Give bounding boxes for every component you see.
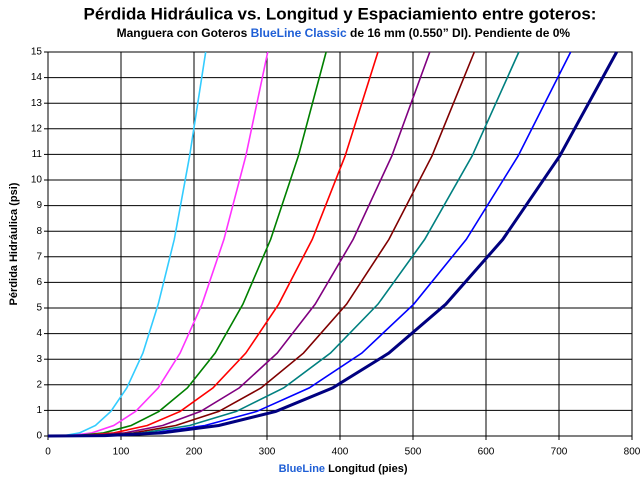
subtitle-part: BlueLine Classic <box>251 26 347 40</box>
y-tick-label: 12 <box>31 123 43 134</box>
subtitle-part: de 16 mm (0.550” DI). Pendiente de 0% <box>347 26 571 40</box>
series-line <box>47 51 207 437</box>
x-tick-label: 200 <box>186 447 203 458</box>
x-axis-label: BlueLine Longitud (pies) <box>263 463 416 475</box>
x-label-part: BlueLine <box>279 463 325 475</box>
y-tick-label: 8 <box>36 226 42 237</box>
series-line <box>47 51 520 437</box>
y-tick-label: 13 <box>31 98 43 109</box>
y-tick-label: 1 <box>36 405 42 416</box>
y-tick-label: 6 <box>36 277 42 288</box>
y-tick-label: 11 <box>32 149 43 160</box>
chart-title: Pérdida Hidráulica vs. Longitud y Espaci… <box>84 4 597 23</box>
y-tick-label: 2 <box>36 379 42 390</box>
series-line <box>47 51 476 437</box>
series-line <box>47 51 327 437</box>
y-tick-label: 9 <box>36 200 42 211</box>
y-tick-label: 4 <box>36 328 42 339</box>
x-label-part: Longitud (pies) <box>325 463 408 475</box>
x-tick-label: 300 <box>259 447 276 458</box>
chart-subtitle: Manguera con Goteros BlueLine Classic de… <box>100 26 580 40</box>
series-line <box>47 51 431 437</box>
y-tick-label: 14 <box>31 72 43 83</box>
plot-border <box>47 51 633 437</box>
y-tick-label: 0 <box>36 431 42 442</box>
subtitle-part: Manguera con Goteros <box>117 26 251 40</box>
x-tick-label: 400 <box>332 447 349 458</box>
series-line <box>47 51 269 437</box>
y-tick-label: 7 <box>36 251 42 262</box>
x-tick-label: 700 <box>551 447 568 458</box>
x-tick-label: 500 <box>405 447 422 458</box>
y-tick-label: 10 <box>31 175 43 186</box>
series-line <box>47 51 379 437</box>
x-tick-label: 0 <box>45 447 51 458</box>
x-tick-label: 100 <box>113 447 130 458</box>
y-tick-label: 3 <box>36 354 42 365</box>
series-line <box>47 51 618 438</box>
y-axis-label: Pérdida Hidráulica (psi) <box>8 182 20 305</box>
x-tick-label: 600 <box>478 447 495 458</box>
x-tick-label: 800 <box>624 447 641 458</box>
y-tick-label: 5 <box>36 303 42 314</box>
y-tick-label: 15 <box>31 47 43 58</box>
